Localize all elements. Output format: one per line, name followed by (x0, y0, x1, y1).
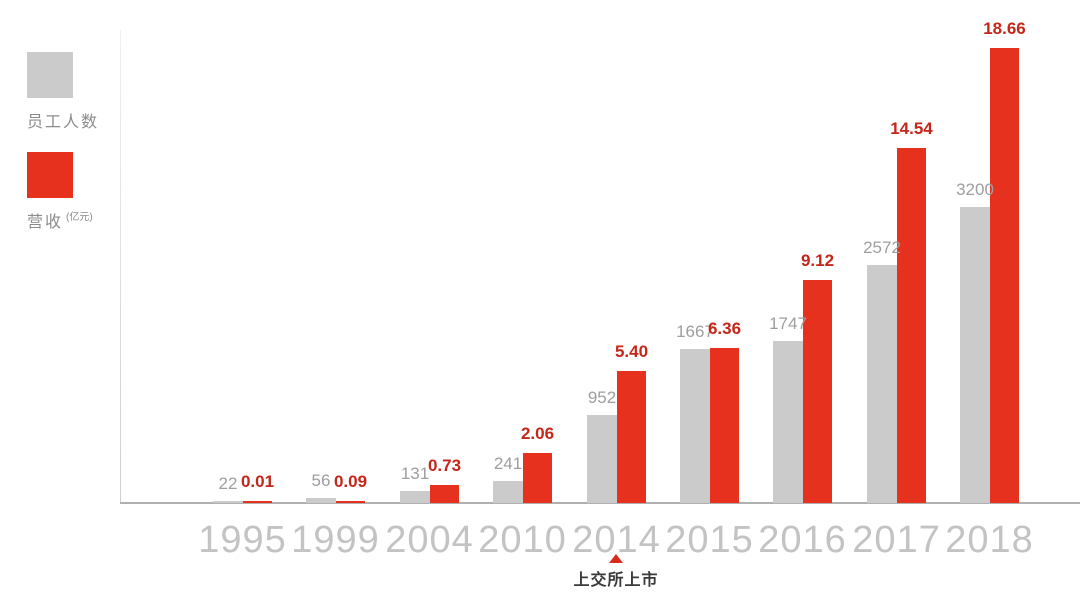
bar-revenue-2018 (990, 47, 1019, 503)
value-label-revenue-2017: 14.54 (890, 119, 933, 139)
year-label-2017: 2017 (852, 519, 941, 561)
bar-employees-2018 (960, 207, 990, 503)
legend-revenue-label: 营收 (亿元) (27, 208, 93, 232)
legend-revenue-text: 营收 (27, 214, 64, 231)
bar-employees-2016 (773, 341, 803, 503)
value-label-employees-2015: 1667 (676, 321, 714, 341)
bar-employees-2004 (400, 490, 430, 503)
ipo-annotation: 上交所上市 (546, 554, 686, 590)
year-label-2010: 2010 (478, 519, 567, 561)
bar-employees-1995 (213, 500, 243, 503)
year-label-2015: 2015 (665, 519, 754, 561)
bar-revenue-2014 (617, 371, 646, 503)
value-label-employees-2014: 952 (587, 387, 617, 407)
value-label-employees-1999: 56 (311, 470, 331, 490)
value-label-employees-2004: 131 (400, 463, 430, 483)
bar-employees-2017 (867, 265, 897, 503)
legend-employees-label: 员工人数 (27, 114, 100, 131)
bar-employees-1999 (306, 497, 336, 503)
bar-employees-2015 (680, 348, 710, 503)
value-label-revenue-2010: 2.06 (520, 423, 555, 443)
value-label-revenue-1995: 0.01 (240, 472, 275, 491)
value-label-revenue-2014: 5.40 (614, 342, 649, 362)
bar-revenue-1995 (243, 501, 272, 503)
legend-revenue-unit: (亿元) (66, 212, 93, 223)
bar-revenue-2015 (710, 347, 739, 503)
x-axis-line (120, 502, 1080, 504)
value-label-employees-2010: 241 (493, 453, 523, 473)
ipo-annotation-label: 上交所上市 (573, 572, 659, 589)
triangle-marker-icon (609, 554, 623, 563)
bar-employees-2014 (587, 414, 617, 503)
value-label-revenue-2015: 6.36 (707, 318, 742, 338)
year-label-2016: 2016 (758, 519, 847, 561)
bar-revenue-2004 (430, 485, 459, 503)
value-label-revenue-2016: 9.12 (800, 251, 835, 271)
bar-revenue-1999 (336, 500, 365, 503)
bar-employees-2010 (493, 480, 523, 503)
year-label-2004: 2004 (385, 519, 474, 561)
year-label-1999: 1999 (291, 519, 380, 561)
value-label-employees-2017: 2572 (863, 238, 901, 258)
year-label-1995: 1995 (198, 519, 287, 561)
y-axis-line (120, 30, 121, 503)
bar-revenue-2017 (897, 148, 926, 503)
bar-revenue-2016 (803, 280, 832, 503)
value-label-employees-2016: 1747 (769, 314, 807, 334)
legend-revenue-swatch (27, 152, 73, 198)
value-label-revenue-2004: 0.73 (427, 456, 462, 476)
value-label-employees-2018: 3200 (956, 180, 994, 199)
year-label-2018: 2018 (945, 519, 1034, 561)
value-label-revenue-1999: 0.09 (333, 471, 368, 491)
value-label-employees-1995: 22 (218, 473, 238, 493)
legend-employees-swatch (27, 52, 73, 98)
bar-revenue-2010 (523, 452, 552, 503)
value-label-revenue-2018: 18.66 (983, 18, 1026, 38)
